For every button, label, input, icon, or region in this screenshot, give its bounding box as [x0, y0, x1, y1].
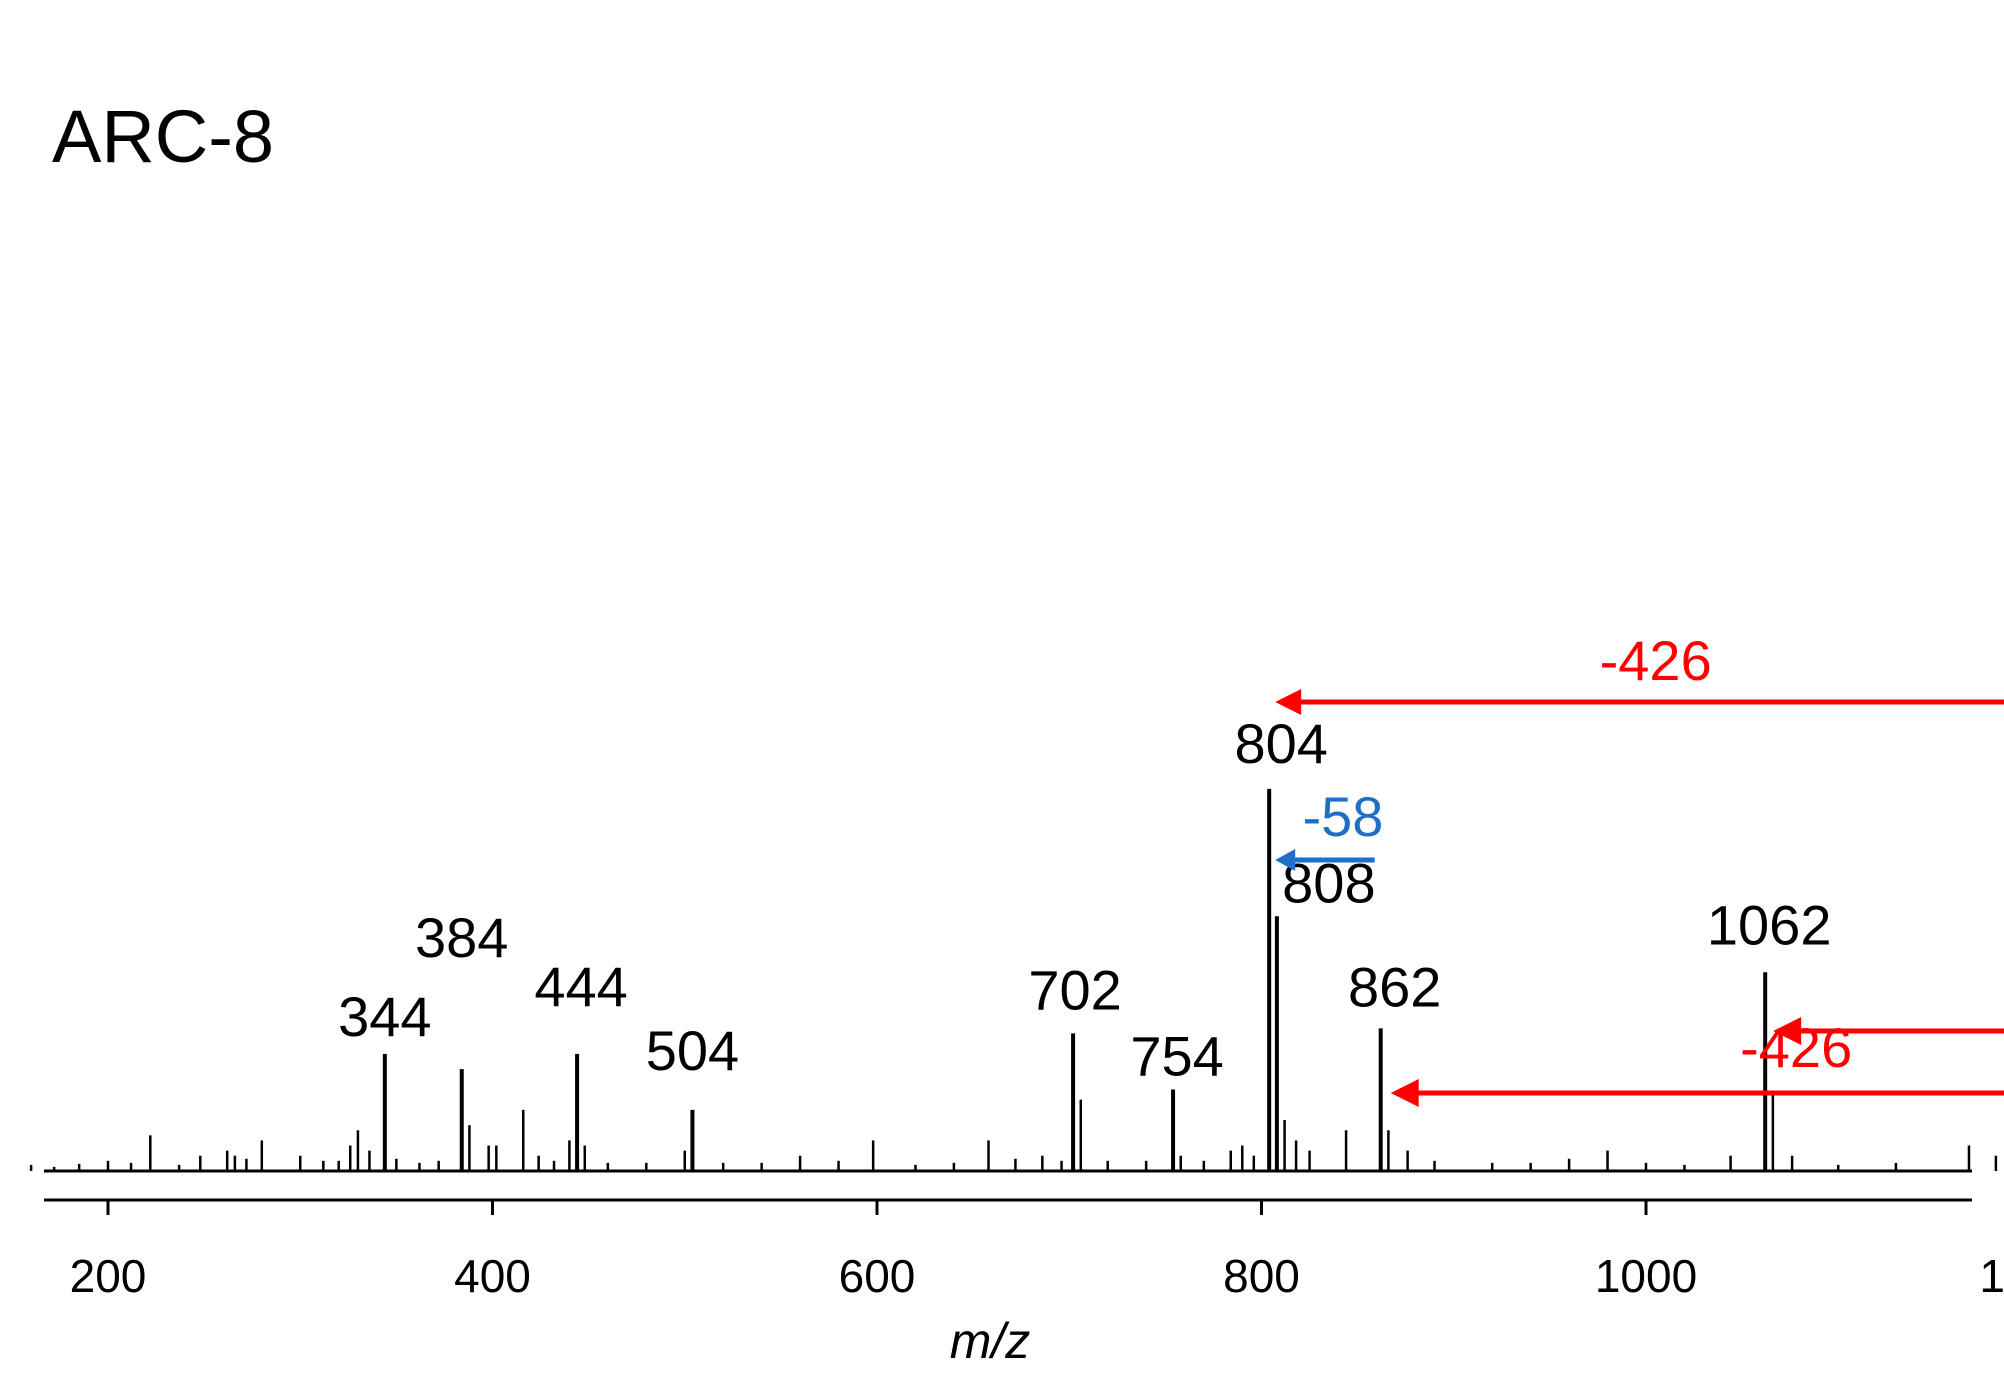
- x-tick-label: 800: [1223, 1250, 1300, 1302]
- minor-peaks: [29, 1094, 1998, 1171]
- loss-arrow-head: [1390, 1079, 1419, 1107]
- peak-label-804: 804: [1234, 712, 1327, 775]
- loss-arrow-head: [1275, 849, 1296, 871]
- x-axis-label: m/z: [950, 1313, 1031, 1369]
- peak-label-444: 444: [534, 955, 627, 1018]
- peak-label-384: 384: [415, 906, 508, 969]
- x-axis-ticks: 2004006008001000120014001600: [70, 1200, 2004, 1302]
- peak-label-754: 754: [1130, 1024, 1223, 1087]
- loss-annotations: -58-426-200-58-426-120-426: [1275, 629, 2004, 1107]
- peak-label-702: 702: [1028, 958, 1121, 1021]
- loss-label: -426: [1600, 629, 1712, 692]
- peak-label-344: 344: [338, 985, 431, 1048]
- peak-label-1062: 1062: [1707, 893, 1832, 956]
- labeled-peaks: [382, 788, 1768, 1171]
- loss-label: -426: [1740, 1016, 1852, 1079]
- peak-labels: 3443844445047027548048088621062123012881…: [338, 712, 1832, 1088]
- loss-arrow-head: [1773, 1017, 1802, 1045]
- loss-label: -58: [1302, 785, 1383, 848]
- x-tick-label: 1000: [1595, 1250, 1697, 1302]
- peak-label-504: 504: [646, 1019, 739, 1082]
- x-tick-label: 600: [839, 1250, 916, 1302]
- peak-label-862: 862: [1348, 955, 1441, 1018]
- chart-title: ARC-8: [52, 95, 274, 178]
- x-tick-label: 1200: [1979, 1250, 2004, 1302]
- loss-arrow-head: [1275, 689, 1302, 715]
- x-tick-label: 200: [70, 1250, 147, 1302]
- x-tick-label: 400: [454, 1250, 531, 1302]
